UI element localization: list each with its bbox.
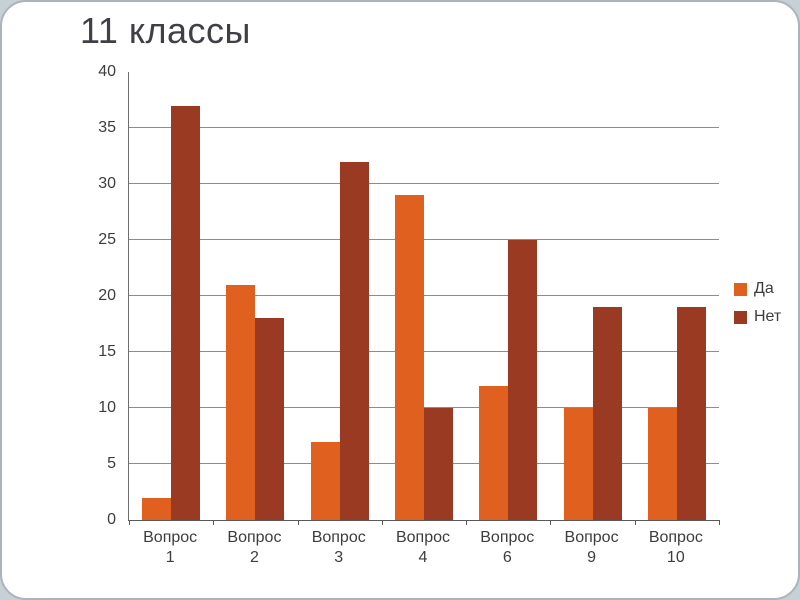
legend-label: Да [754,280,774,297]
y-tick-label: 30 [98,175,116,192]
legend-item-Да: Да [734,280,781,298]
gridline [129,127,719,128]
bar-Да [310,441,340,520]
bar-Да [394,195,424,520]
x-tick [129,520,130,525]
legend-swatch [734,310,747,324]
bar-groups [129,72,719,520]
y-tick-label: 15 [98,343,116,360]
gridline [129,351,719,352]
x-tick [466,520,468,525]
x-tick [297,520,299,525]
gridline [129,239,719,240]
bar-Нет [676,307,706,520]
x-axis-labels: Вопрос 1 Вопрос 2 Вопрос 3 Вопрос 4 Вопрос 6 Вопро… [128,528,718,568]
bar-group [635,72,719,520]
y-tick-label: 10 [98,399,116,416]
y-tick-label: 20 [98,287,116,304]
bar-group [550,72,634,520]
bar-Да [479,385,509,520]
x-tick [550,520,552,525]
x-category-label: Вопрос 4 [395,529,450,566]
bar-Нет [423,408,453,520]
bar-Да [563,408,593,520]
gridline [129,407,719,408]
bar-Нет [171,105,201,520]
bar-group [466,72,550,520]
bar-Да [647,408,677,520]
legend-item-Нет: Нет [734,308,781,326]
gridline [129,295,719,296]
bar-Нет [339,161,369,520]
x-category-label: Вопрос 10 [648,529,703,566]
x-category-label: Вопрос 3 [311,529,366,566]
bar-Нет [592,307,622,520]
y-tick-label: 5 [107,455,116,472]
x-tick [719,520,720,525]
bar-group [213,72,297,520]
gridline [129,183,719,184]
bar-group [298,72,382,520]
x-category-label: Вопрос 1 [143,529,198,566]
bar-Нет [255,318,285,520]
y-tick-label: 35 [98,119,116,136]
legend-label: Нет [754,308,782,325]
bar-Нет [508,240,538,520]
x-category-label: Вопрос 9 [564,529,619,566]
x-axis-ticks [129,520,720,525]
x-tick [381,520,383,525]
bar-Да [226,284,256,520]
x-tick [634,520,636,525]
y-tick-label: 0 [107,511,116,528]
legend-swatch [734,282,747,296]
bar-chart: 0 5 10 15 20 25 30 35 40 Вопрос 1 Вопрос 2 Вопрос 3 Во… [82,64,798,582]
bar-group [382,72,466,520]
x-category-label: Вопрос 2 [227,529,282,566]
legend: Да Нет [734,280,781,336]
y-tick-label: 40 [98,63,116,80]
x-tick [213,520,215,525]
y-tick-label: 25 [98,231,116,248]
plot-area [128,72,720,525]
y-axis-labels: 0 5 10 15 20 25 30 35 40 [82,64,124,528]
bar-group [129,72,213,520]
bar-Да [142,497,172,520]
chart-title: 11 классы [80,10,251,51]
x-category-label: Вопрос 6 [480,529,535,566]
